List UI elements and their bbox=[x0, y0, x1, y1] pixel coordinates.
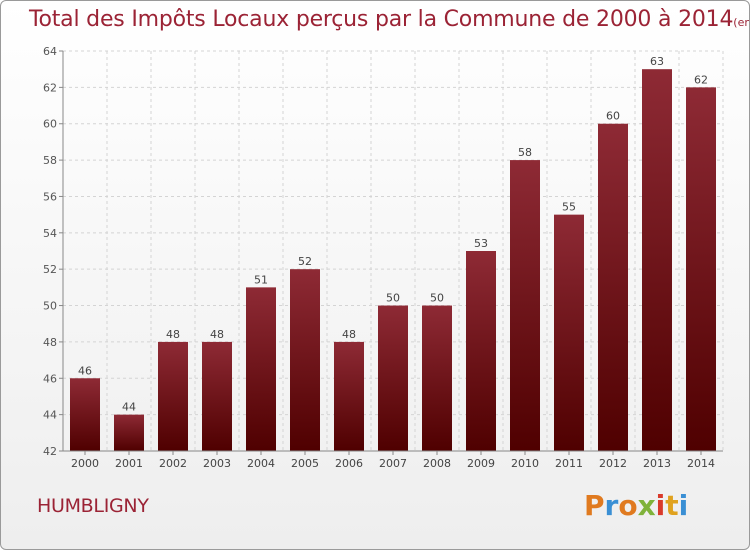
bar bbox=[246, 287, 276, 451]
chart-title-block: Total des Impôts Locaux perçus par la Co… bbox=[29, 7, 750, 32]
logo-letter: r bbox=[604, 489, 619, 522]
bar bbox=[598, 123, 628, 452]
bar bbox=[510, 160, 540, 451]
x-tick-label: 2001 bbox=[115, 457, 143, 470]
x-tick-label: 2009 bbox=[467, 457, 495, 470]
x-tick-label: 2010 bbox=[511, 457, 539, 470]
logo-letter: o bbox=[618, 489, 638, 522]
y-tick-label: 58 bbox=[43, 154, 57, 167]
x-tick-label: 2007 bbox=[379, 457, 407, 470]
bar-value-label: 48 bbox=[342, 328, 356, 341]
x-tick-label: 2011 bbox=[555, 457, 583, 470]
y-tick-label: 54 bbox=[43, 227, 57, 240]
bar bbox=[422, 305, 452, 451]
x-tick-label: 2008 bbox=[423, 457, 451, 470]
y-tick-label: 50 bbox=[43, 300, 57, 313]
bar bbox=[642, 69, 672, 451]
bar bbox=[378, 305, 408, 451]
y-tick-label: 44 bbox=[43, 409, 57, 422]
bar bbox=[686, 87, 716, 451]
y-tick-label: 46 bbox=[43, 372, 57, 385]
bar-value-label: 62 bbox=[694, 73, 708, 86]
bar bbox=[290, 269, 320, 451]
bar-value-label: 60 bbox=[606, 110, 620, 123]
bar-value-label: 52 bbox=[298, 255, 312, 268]
y-tick-label: 56 bbox=[43, 190, 57, 203]
axes: 42 44 46 48 50 52 54 56 58 60 62 64 2000 2001 2002 2003… bbox=[43, 45, 723, 470]
x-tick-label: 2000 bbox=[71, 457, 99, 470]
bar bbox=[158, 341, 188, 451]
x-tick-label: 2012 bbox=[599, 457, 627, 470]
bar bbox=[334, 341, 364, 451]
bar-value-label: 46 bbox=[78, 364, 92, 377]
logo-letter: x bbox=[637, 489, 656, 522]
x-tick-label: 2014 bbox=[687, 457, 715, 470]
bar bbox=[554, 214, 584, 451]
bar-value-label: 55 bbox=[562, 201, 576, 214]
x-tick-label: 2004 bbox=[247, 457, 275, 470]
y-tick-label: 64 bbox=[43, 45, 57, 58]
bar bbox=[466, 251, 496, 451]
x-tick-label: 2002 bbox=[159, 457, 187, 470]
y-tick-label: 48 bbox=[43, 336, 57, 349]
chart-title: Total des Impôts Locaux perçus par la Co… bbox=[29, 7, 734, 32]
y-tick-label: 52 bbox=[43, 263, 57, 276]
y-tick-label: 62 bbox=[43, 81, 57, 94]
proxiti-logo[interactable]: Proxiti bbox=[584, 489, 688, 522]
logo-letter: i bbox=[655, 489, 666, 522]
logo-letter: t bbox=[665, 489, 679, 522]
bar-value-label: 58 bbox=[518, 146, 532, 159]
bar-value-label: 63 bbox=[650, 55, 664, 68]
bar bbox=[70, 378, 100, 451]
logo-letter: P bbox=[584, 489, 605, 522]
bar-value-label: 53 bbox=[474, 237, 488, 250]
x-tick-label: 2003 bbox=[203, 457, 231, 470]
x-tick-label: 2005 bbox=[291, 457, 319, 470]
bar-value-label: 44 bbox=[122, 401, 136, 414]
commune-name: HUMBLIGNY bbox=[37, 495, 149, 517]
logo-letter: i bbox=[678, 489, 689, 522]
x-tick-label: 2013 bbox=[643, 457, 671, 470]
chart-unit-note: (en milliers d'€) bbox=[733, 16, 750, 29]
bar-value-label: 48 bbox=[166, 328, 180, 341]
bar bbox=[202, 341, 232, 451]
bar-value-label: 50 bbox=[430, 292, 444, 305]
x-tick-label: 2006 bbox=[335, 457, 363, 470]
bars: 46 44 48 48 51 52 48 50 50 53 58 55 60 63 62 bbox=[70, 55, 716, 452]
bar bbox=[114, 414, 144, 451]
bar-value-label: 50 bbox=[386, 292, 400, 305]
bar-value-label: 48 bbox=[210, 328, 224, 341]
bar-value-label: 51 bbox=[254, 273, 268, 286]
y-tick-label: 60 bbox=[43, 118, 57, 131]
y-tick-label: 42 bbox=[43, 445, 57, 458]
